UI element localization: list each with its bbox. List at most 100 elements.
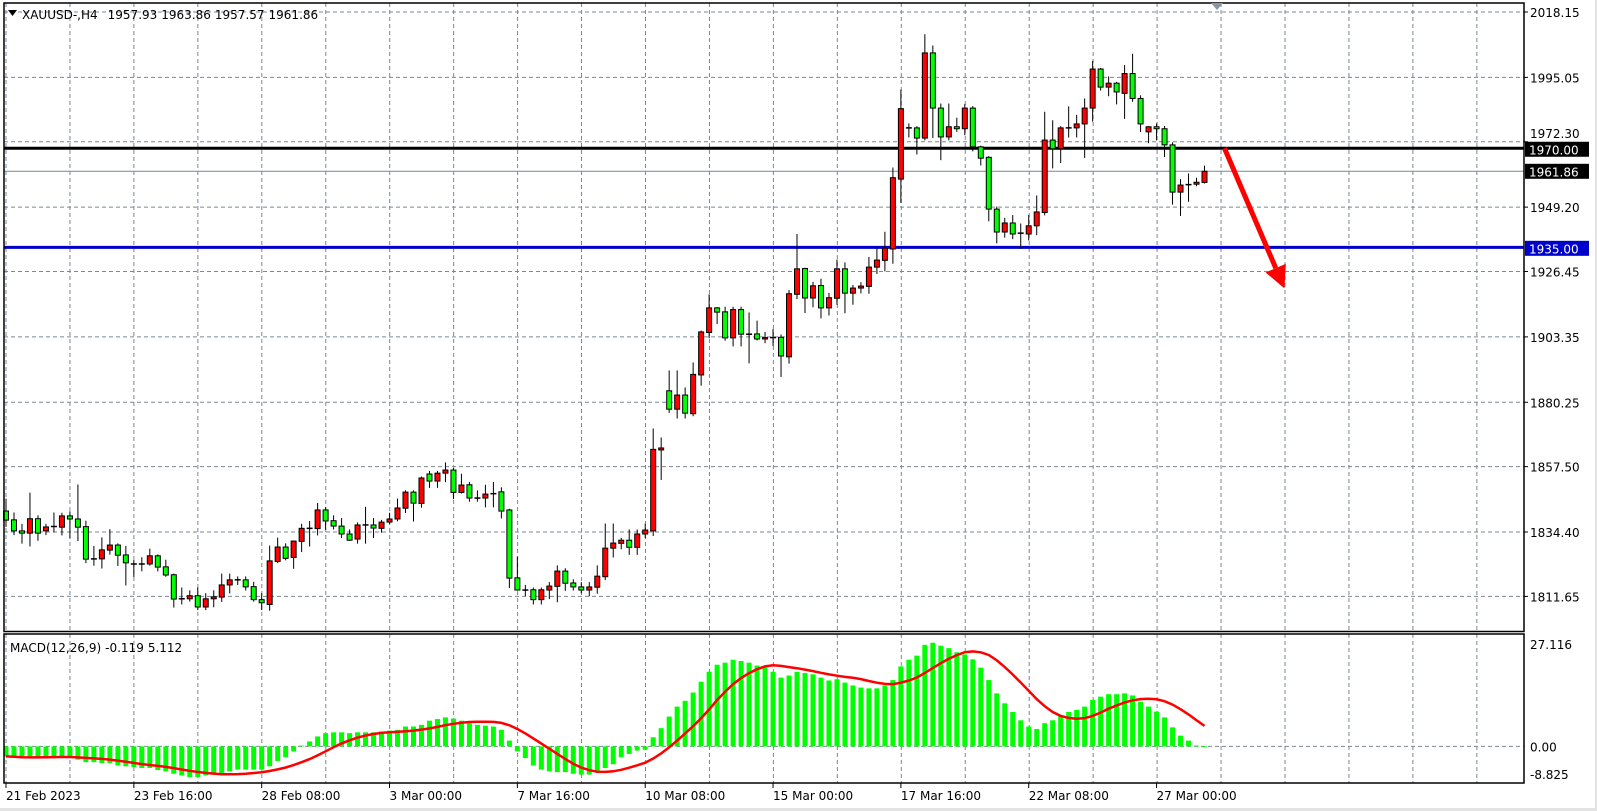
candle-bullish bbox=[434, 472, 441, 482]
macd-histogram-bar bbox=[131, 746, 137, 768]
macd-histogram-bar bbox=[754, 665, 760, 747]
candle-bearish bbox=[682, 394, 689, 414]
macd-histogram-bar bbox=[586, 746, 592, 775]
chart-shift-marker-icon[interactable] bbox=[1211, 3, 1223, 10]
macd-histogram-bar bbox=[155, 746, 161, 771]
candle-bearish bbox=[1153, 126, 1160, 130]
macd-histogram-bar bbox=[1066, 712, 1072, 747]
candle-bearish bbox=[1169, 144, 1176, 193]
candle-bullish bbox=[218, 584, 225, 598]
candle-bearish bbox=[802, 268, 808, 299]
dropdown-triangle-icon[interactable] bbox=[8, 10, 17, 16]
candle-bullish bbox=[865, 266, 872, 287]
macd-histogram-bar bbox=[147, 746, 153, 768]
close-value: 1961.86 bbox=[269, 8, 319, 22]
candle-bullish bbox=[98, 549, 105, 560]
candle-bullish bbox=[1121, 73, 1128, 94]
candles bbox=[3, 34, 1208, 611]
candle-bullish bbox=[674, 394, 681, 410]
macd-histogram-bar bbox=[538, 746, 544, 770]
candle-bearish bbox=[778, 336, 785, 357]
candle-bullish bbox=[602, 547, 609, 578]
macd-axis-label: 27.116 bbox=[1530, 638, 1572, 652]
candle-bullish bbox=[897, 108, 904, 180]
macd-histogram-bar bbox=[826, 680, 832, 747]
candle-bearish bbox=[929, 52, 936, 109]
macd-histogram-bar bbox=[3, 746, 9, 757]
candle-bearish bbox=[969, 107, 976, 148]
candle-bearish bbox=[993, 208, 1000, 233]
candle-bullish bbox=[1041, 139, 1048, 214]
resistance-badge bbox=[1525, 141, 1589, 157]
candle-bullish bbox=[554, 570, 561, 587]
macd-histogram-bar bbox=[482, 725, 488, 747]
candle-bullish bbox=[210, 596, 217, 600]
candle-bullish bbox=[690, 373, 697, 415]
macd-histogram-bar bbox=[898, 666, 904, 747]
macd-histogram-bar bbox=[866, 688, 872, 747]
price-axis-label: 1857.50 bbox=[1530, 461, 1580, 475]
macd-histogram-bar bbox=[195, 746, 201, 778]
time-axis-label: 27 Mar 00:00 bbox=[1157, 789, 1237, 803]
macd-histogram-bar bbox=[91, 746, 97, 763]
candle-bullish bbox=[202, 598, 209, 608]
macd-histogram-bar bbox=[235, 746, 241, 770]
candle-bullish bbox=[354, 524, 361, 540]
candle-bullish bbox=[698, 331, 705, 376]
macd-histogram-bar bbox=[395, 729, 401, 747]
macd-histogram-bar bbox=[570, 746, 576, 774]
macd-histogram-bar bbox=[930, 642, 936, 747]
high-value: 1963.86 bbox=[161, 8, 211, 22]
candle-bearish bbox=[498, 491, 505, 512]
candle-bullish bbox=[1193, 181, 1200, 185]
candle-bullish bbox=[730, 309, 737, 339]
macd-histogram-bar bbox=[426, 720, 432, 747]
candle-bullish bbox=[418, 477, 425, 504]
candle-bearish bbox=[570, 582, 577, 588]
candle-bullish bbox=[586, 586, 593, 591]
macd-histogram-bar bbox=[418, 724, 424, 747]
macd-histogram-bar bbox=[371, 732, 377, 747]
macd-histogram-bar bbox=[666, 716, 672, 747]
candle-bullish bbox=[378, 521, 385, 529]
price-axis-label: 1995.05 bbox=[1530, 71, 1580, 85]
horizontal-lines bbox=[4, 146, 1524, 249]
macd-histogram-bar bbox=[434, 719, 440, 747]
macd-histogram-bar bbox=[1090, 699, 1096, 747]
candle-bullish bbox=[1025, 225, 1032, 235]
macd-histogram-bar bbox=[51, 746, 57, 757]
macd-histogram-bar bbox=[442, 717, 448, 747]
candle-bullish bbox=[546, 585, 553, 591]
price-axis-label: 1926.45 bbox=[1530, 266, 1580, 280]
macd-histogram-bar bbox=[554, 746, 560, 773]
time-axis-label: 10 Mar 08:00 bbox=[645, 789, 725, 803]
candle-bearish bbox=[170, 574, 177, 600]
candle-bearish bbox=[10, 519, 17, 532]
candle-bullish bbox=[1177, 184, 1184, 193]
symbol-label: XAUUSD-,H4 bbox=[22, 8, 98, 22]
candle-bullish bbox=[1033, 211, 1040, 227]
candle-bearish bbox=[34, 518, 41, 534]
macd-histogram-bar bbox=[1026, 726, 1032, 747]
price-axis-label: 1972.30 bbox=[1530, 127, 1580, 141]
macd-histogram-bar bbox=[906, 659, 912, 747]
candle-bearish bbox=[338, 525, 345, 535]
macd-histogram-bar bbox=[610, 746, 616, 765]
candle-bearish bbox=[282, 546, 289, 559]
candle-bullish bbox=[1145, 126, 1152, 133]
macd-histogram-bar bbox=[1050, 720, 1056, 747]
macd-histogram-bar bbox=[690, 692, 696, 747]
macd-histogram-bar bbox=[203, 746, 209, 776]
candle-bearish bbox=[194, 595, 201, 608]
candle-bearish bbox=[977, 146, 984, 159]
macd-histogram-bar bbox=[139, 746, 145, 768]
time-axis-label: 22 Mar 08:00 bbox=[1029, 789, 1109, 803]
macd-histogram-bar bbox=[842, 682, 848, 747]
macd-histogram-bar bbox=[83, 746, 89, 763]
macd-histogram-bar bbox=[938, 645, 944, 747]
macd-histogram-bar bbox=[211, 746, 217, 775]
candle-bullish bbox=[594, 575, 601, 588]
candle-bearish bbox=[714, 307, 721, 313]
macd-histogram-bar bbox=[874, 688, 880, 747]
